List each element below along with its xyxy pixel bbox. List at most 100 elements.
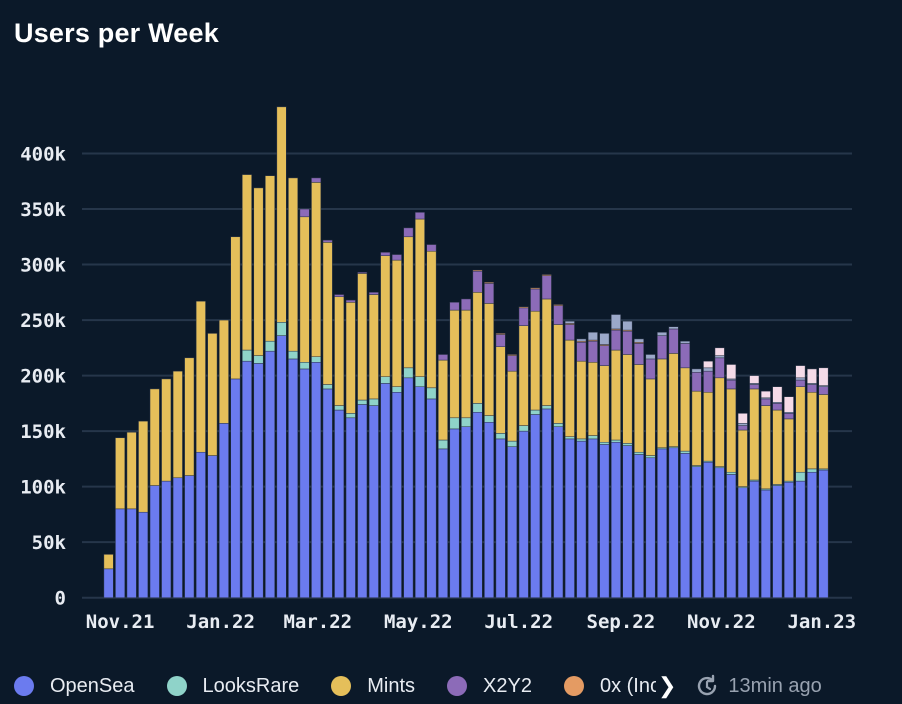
- x-tick-label: Jul.22: [484, 611, 553, 633]
- last-updated: 13min ago: [694, 673, 822, 699]
- bar-segment-looksrare: [288, 350, 299, 360]
- bar-segment-looksrare: [564, 436, 575, 440]
- bar-segment-mints: [703, 392, 714, 462]
- bar-segment-looksrare: [726, 471, 737, 475]
- bar-segment-looksrare: [449, 417, 460, 430]
- bar-segment-x2y2: [438, 354, 448, 361]
- bar-segment-series-5: [564, 320, 575, 324]
- bar-segment-opensea: [749, 480, 760, 598]
- bar-segment-mints: [334, 296, 345, 406]
- bar-segment-opensea: [161, 480, 172, 598]
- bar-segment-opensea: [276, 335, 287, 598]
- bar-segment-x2y2: [726, 379, 737, 390]
- bar-segment-opensea: [691, 466, 702, 598]
- bar-segment-opensea: [299, 368, 310, 598]
- bar-segment-series-5: [657, 332, 667, 336]
- legend-item-x2y2[interactable]: X2Y2: [447, 675, 532, 698]
- bar-segment-mints: [668, 353, 679, 447]
- bar-segment-opensea: [726, 474, 737, 598]
- bar-segment-x2y2: [576, 342, 587, 362]
- legend-item-0x[interactable]: 0x (Incl: [563, 675, 656, 698]
- bar-segment-looksrare: [587, 435, 598, 440]
- bar-segment-x2y2: [322, 239, 333, 243]
- bar-segment-x2y2: [368, 292, 379, 295]
- chevron-right-icon[interactable]: ❯: [657, 673, 677, 698]
- bar-segment-opensea: [553, 426, 564, 598]
- bar-segment-opensea: [103, 568, 114, 598]
- bar-segment-mints: [380, 255, 391, 377]
- bar-segment-opensea: [115, 508, 126, 598]
- bar-segment-opensea: [530, 414, 541, 598]
- bar-segment-mints: [426, 250, 437, 389]
- bar-segment-opensea: [772, 485, 783, 598]
- y-tick-label: 0: [55, 588, 66, 610]
- legend-item-mints[interactable]: Mints: [331, 675, 415, 698]
- bar-segment-x2y2: [507, 355, 518, 372]
- bar-segment-opensea: [472, 411, 483, 598]
- bar-segment-opensea: [657, 448, 667, 598]
- bar-segment-series-6: [749, 375, 760, 384]
- bar-segment-mints: [737, 429, 748, 487]
- bar-segment-series-5: [599, 333, 610, 345]
- bar-segment-opensea: [703, 461, 714, 598]
- bar-segment-looksrare: [438, 439, 448, 450]
- bar-segment-x2y2: [357, 272, 368, 274]
- bar-segment-x2y2: [380, 252, 391, 256]
- bar-segment-x2y2: [806, 384, 817, 393]
- bar-segment-opensea: [195, 451, 206, 598]
- opensea-dot-icon: [14, 676, 34, 696]
- bar-segment-x2y2: [737, 425, 748, 431]
- bar-segment-mints: [403, 236, 414, 369]
- y-tick-label: 250k: [20, 310, 66, 332]
- bar-segment-opensea: [564, 438, 575, 598]
- bar-segment-opensea: [414, 386, 425, 598]
- bar-segment-x2y2: [472, 270, 483, 293]
- bar-segment-0x-incl: [484, 282, 495, 284]
- bar-segment-looksrare: [299, 362, 310, 370]
- bar-segment-opensea: [495, 438, 506, 598]
- bar-segment-opensea: [403, 377, 414, 598]
- bar-segment-mints: [115, 437, 126, 510]
- legend-label: OpenSea: [50, 674, 135, 697]
- bar-segment-x2y2: [587, 340, 598, 363]
- legend: OpenSea LooksRare Mints X2Y2 0x (Incl ❯ …: [14, 672, 822, 700]
- bar-segment-opensea: [288, 358, 299, 598]
- bar-segment-opensea: [668, 447, 679, 598]
- bar-segment-looksrare: [357, 399, 368, 405]
- bar-segment-mints: [184, 357, 195, 476]
- bar-segment-mints: [138, 420, 149, 513]
- bar-segment-opensea: [357, 404, 368, 598]
- bar-segment-opensea: [207, 455, 218, 598]
- legend-item-looksrare[interactable]: LooksRare: [166, 675, 299, 698]
- bar-segment-opensea: [322, 388, 333, 598]
- bar-segment-opensea: [507, 446, 518, 598]
- bar-segment-mints: [760, 405, 771, 490]
- y-tick-label: 200k: [20, 366, 66, 388]
- x-tick-label: Mar.22: [283, 611, 352, 633]
- bar-segment-mints: [149, 388, 160, 486]
- bar-segment-opensea: [645, 457, 656, 598]
- bar-segment-mints: [680, 367, 691, 452]
- bar-segment-looksrare: [610, 439, 621, 443]
- bar-segment-opensea: [783, 481, 794, 598]
- bar-segment-looksrare: [472, 403, 483, 413]
- bar-segment-x2y2: [657, 335, 667, 360]
- bar-segment-looksrare: [806, 468, 817, 473]
- bar-segment-mints: [299, 216, 310, 363]
- bar-segment-x2y2: [772, 403, 783, 411]
- bar-segment-series-5: [587, 332, 598, 341]
- bar-segment-opensea: [634, 454, 644, 598]
- bar-segment-looksrare: [495, 433, 506, 440]
- bar-segment-opensea: [737, 487, 748, 598]
- bar-segment-series-5: [795, 377, 806, 381]
- bar-segment-x2y2: [795, 379, 806, 387]
- y-tick-label: 350k: [20, 199, 66, 221]
- bar-segment-x2y2: [703, 370, 714, 393]
- bar-segment-series-6: [818, 367, 829, 386]
- legend-item-opensea[interactable]: OpenSea: [14, 675, 135, 698]
- bar-segment-opensea: [599, 444, 610, 598]
- bar-segment-looksrare: [530, 409, 541, 415]
- bar-segment-0x-incl: [495, 333, 506, 335]
- bar-segment-mints: [645, 378, 656, 456]
- bar-segment-0x-incl: [518, 306, 529, 309]
